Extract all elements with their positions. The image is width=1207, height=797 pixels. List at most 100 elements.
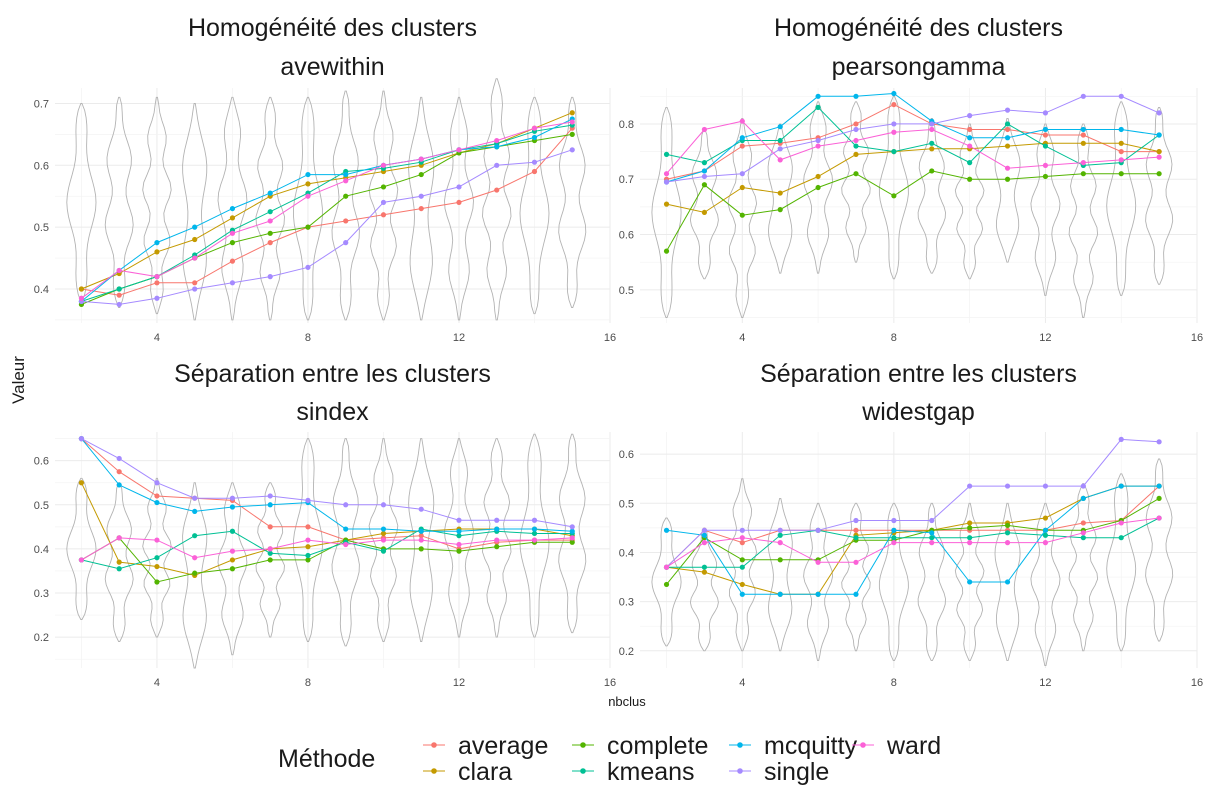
panel-avewithin: Homogénéité des clusters avewithin 4 8 12 16 0… [34,14,616,344]
data-point [1080,530,1086,536]
x-tick-label: 8 [891,677,897,689]
data-point [78,557,85,563]
data-point [1156,495,1162,501]
data-point [929,530,935,536]
data-point [777,124,783,130]
data-point [1004,530,1011,536]
data-point [380,548,387,554]
data-point [531,530,538,537]
data-point [967,483,973,489]
series-average [663,483,1162,570]
data-point [1004,176,1011,182]
data-point [305,552,311,559]
violin [255,482,285,638]
data-point [1156,171,1162,177]
data-point [456,533,462,539]
data-point [305,524,311,530]
series-line [666,170,1160,252]
data-point [154,563,160,570]
violin [519,96,550,315]
data-point [569,535,575,541]
violin [994,117,1021,263]
data-point [967,535,973,541]
violin [142,477,172,638]
data-point [853,121,859,127]
data-point [78,286,85,292]
data-point [1004,483,1011,489]
data-point [815,104,821,110]
y-tick-label: 0.5 [34,500,49,512]
data-point [1042,173,1049,180]
data-point [192,495,198,501]
data-point [701,532,708,538]
data-point [116,455,122,462]
data-point [456,199,462,206]
data-point [1080,160,1086,166]
data-point [663,581,670,588]
legend-key-point [737,768,743,774]
data-point [154,480,160,486]
data-point [456,184,462,190]
series-line [666,485,1160,568]
data-point [380,526,387,532]
x-tick-label: 4 [739,677,745,689]
data-point [1118,436,1124,442]
series-clara [78,110,575,292]
data-point [494,544,500,550]
data-point [967,525,973,531]
data-point [229,280,236,286]
data-point [229,566,236,572]
x-tick-label: 16 [1191,332,1203,344]
x-tick-label: 8 [891,332,897,344]
series-single [78,147,575,308]
series-single [663,93,1162,185]
legend-item-complete: complete [572,732,708,760]
series-line [666,92,1160,183]
violin [994,502,1021,662]
data-point [891,193,897,199]
x-tick-label: 16 [1191,677,1203,689]
data-point [531,526,538,532]
series-line [666,104,1160,180]
data-point [305,171,311,178]
data-point [891,540,897,546]
panel-title: Homogénéité des clusters [188,14,477,42]
violin [482,438,512,638]
series-ward [78,119,575,301]
data-point [701,168,708,174]
data-point [569,131,575,137]
data-point [1080,93,1086,99]
data-point [229,528,236,534]
data-point [154,555,160,561]
data-point [192,570,198,576]
data-point [777,540,783,546]
data-point [967,113,973,119]
data-point [891,121,897,127]
series-line [81,438,573,550]
y-tick-label: 0.6 [619,449,634,461]
data-point [494,537,500,543]
y-tick-label: 0.2 [619,646,634,658]
violin [331,90,360,321]
data-point [569,147,575,153]
data-point [343,218,349,224]
series-clara [663,483,1162,597]
data-point [815,143,821,149]
data-point [418,205,424,212]
data-point [1156,515,1162,521]
data-point [967,126,973,133]
series-mcquitty [663,90,1162,185]
legend-item-ward: ward [852,732,941,760]
series-ward [663,515,1162,570]
violin [767,123,793,274]
series-line [81,112,573,290]
grid [55,88,611,323]
data-point [267,557,273,563]
violin [217,96,248,321]
data-point [891,148,897,155]
data-point [815,527,821,533]
series-line [81,537,573,583]
violin [689,527,719,652]
data-point [192,224,198,230]
